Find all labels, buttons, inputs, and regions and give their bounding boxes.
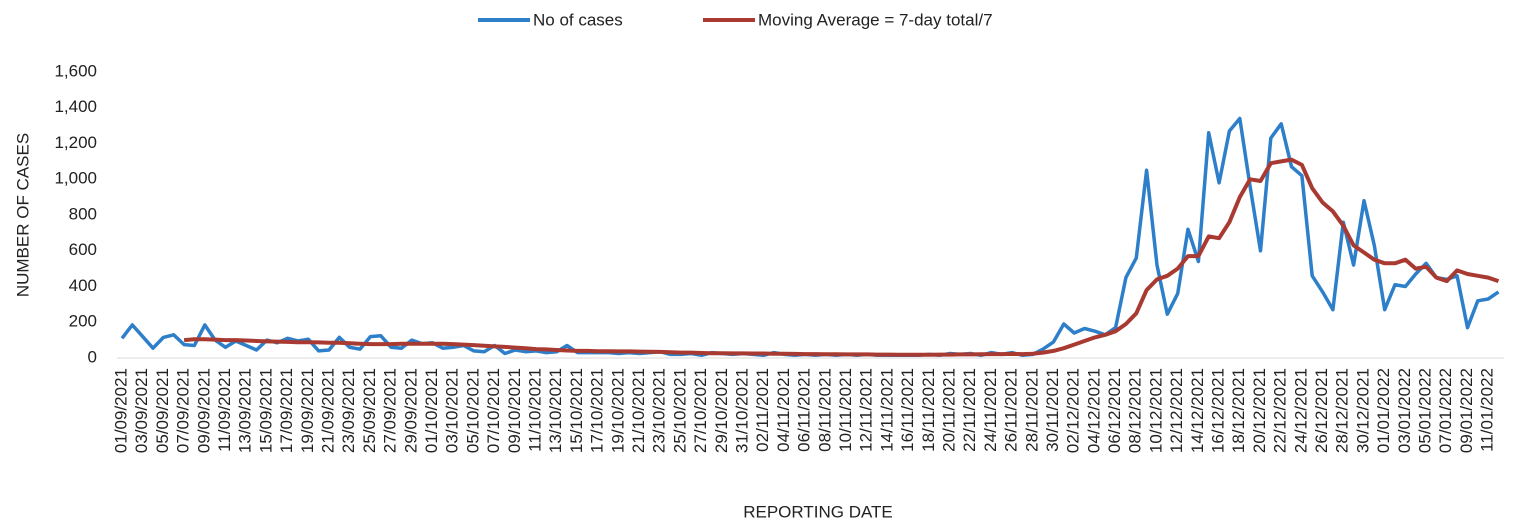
x-tick-label: 16/11/2021 xyxy=(898,368,917,452)
x-tick-label: 18/11/2021 xyxy=(919,368,938,452)
x-tick-label: 11/10/2021 xyxy=(525,368,544,452)
x-tick-label: 14/12/2021 xyxy=(1188,368,1207,453)
x-tick-label: 21/09/2021 xyxy=(318,368,337,453)
series-line xyxy=(120,116,1500,358)
y-tick-label: 1,400 xyxy=(54,97,97,116)
x-tick-label: 11/09/2021 xyxy=(215,368,234,452)
x-tick-label: 22/12/2021 xyxy=(1271,368,1290,453)
x-tick-label: 23/09/2021 xyxy=(339,368,358,453)
legend-label: No of cases xyxy=(533,10,623,29)
y-tick-label: 800 xyxy=(69,204,97,223)
x-tick-label: 29/09/2021 xyxy=(401,368,420,453)
y-tick-label: 600 xyxy=(69,240,97,259)
x-tick-label: 05/01/2022 xyxy=(1416,368,1435,453)
x-tick-label: 11/01/2022 xyxy=(1478,368,1497,452)
x-tick-label: 29/10/2021 xyxy=(712,368,731,453)
x-tick-label: 22/11/2021 xyxy=(960,368,979,452)
x-tick-label: 04/12/2021 xyxy=(1084,368,1103,453)
x-tick-label: 18/12/2021 xyxy=(1229,368,1248,453)
x-tick-label: 17/10/2021 xyxy=(588,368,607,453)
x-tick-label: 26/12/2021 xyxy=(1312,368,1331,453)
x-tick-label: 24/12/2021 xyxy=(1291,368,1310,453)
x-tick-label: 15/10/2021 xyxy=(567,368,586,453)
x-tick-label: 28/12/2021 xyxy=(1333,368,1352,453)
x-tick-label: 06/12/2021 xyxy=(1105,368,1124,453)
x-tick-label: 12/12/2021 xyxy=(1167,368,1186,453)
x-tick-label: 20/11/2021 xyxy=(939,368,958,452)
x-tick-label: 09/10/2021 xyxy=(505,368,524,453)
y-tick-label: 1,600 xyxy=(54,61,97,80)
legend-label: Moving Average = 7-day total/7 xyxy=(758,10,993,29)
x-tick-label: 03/10/2021 xyxy=(443,368,462,453)
x-tick-label: 12/11/2021 xyxy=(857,368,876,452)
x-tick-label: 05/10/2021 xyxy=(463,368,482,453)
x-tick-label: 26/11/2021 xyxy=(1002,368,1021,452)
x-tick-label: 03/09/2021 xyxy=(132,368,151,453)
x-tick-label: 19/09/2021 xyxy=(298,368,317,453)
x-tick-label: 15/09/2021 xyxy=(256,368,275,453)
x-tick-label: 10/12/2021 xyxy=(1146,368,1165,453)
y-tick-label: 200 xyxy=(69,312,97,331)
x-tick-label: 08/12/2021 xyxy=(1126,368,1145,453)
x-tick-label: 20/12/2021 xyxy=(1250,368,1269,453)
x-tick-label: 07/01/2022 xyxy=(1436,368,1455,453)
x-tick-label: 04/11/2021 xyxy=(774,368,793,452)
y-tick-label: 0 xyxy=(88,347,97,366)
x-tick-label: 13/09/2021 xyxy=(236,368,255,453)
x-tick-label: 09/09/2021 xyxy=(194,368,213,453)
y-tick-label: 400 xyxy=(69,276,97,295)
x-tick-label: 02/11/2021 xyxy=(753,368,772,452)
x-tick-label: 01/09/2021 xyxy=(111,368,130,453)
x-tick-label: 28/11/2021 xyxy=(1022,368,1041,452)
x-tick-label: 13/10/2021 xyxy=(546,368,565,453)
x-tick-label: 24/11/2021 xyxy=(981,368,1000,452)
x-tick-label: 06/11/2021 xyxy=(795,368,814,452)
x-tick-label: 10/11/2021 xyxy=(836,368,855,452)
x-tick-label: 08/11/2021 xyxy=(815,368,834,452)
x-tick-label: 01/01/2022 xyxy=(1374,368,1393,453)
x-tick-label: 23/10/2021 xyxy=(650,368,669,453)
x-tick-label: 27/09/2021 xyxy=(381,368,400,453)
x-tick-label: 31/10/2021 xyxy=(732,368,751,453)
y-axis-title: NUMBER OF CASES xyxy=(13,133,32,297)
x-tick-label: 25/10/2021 xyxy=(670,368,689,453)
x-tick-label: 27/10/2021 xyxy=(691,368,710,453)
x-tick-label: 14/11/2021 xyxy=(877,368,896,452)
x-tick-label: 07/09/2021 xyxy=(174,368,193,453)
x-tick-label: 30/12/2021 xyxy=(1353,368,1372,453)
x-tick-label: 07/10/2021 xyxy=(484,368,503,453)
x-tick-label: 05/09/2021 xyxy=(153,368,172,453)
x-axis-title: REPORTING DATE xyxy=(743,502,893,521)
x-tick-label: 01/10/2021 xyxy=(422,368,441,453)
x-tick-label: 30/11/2021 xyxy=(1043,368,1062,452)
y-tick-label: 1,000 xyxy=(54,169,97,188)
x-tick-label: 21/10/2021 xyxy=(629,368,648,453)
y-tick-label: 1,200 xyxy=(54,133,97,152)
x-tick-label: 25/09/2021 xyxy=(360,368,379,453)
series-line xyxy=(183,157,1500,357)
x-tick-label: 16/12/2021 xyxy=(1209,368,1228,453)
x-tick-label: 03/01/2022 xyxy=(1395,368,1414,453)
x-tick-label: 17/09/2021 xyxy=(277,368,296,453)
x-tick-label: 02/12/2021 xyxy=(1064,368,1083,453)
x-tick-label: 19/10/2021 xyxy=(608,368,627,453)
x-tick-label: 09/01/2022 xyxy=(1457,368,1476,453)
